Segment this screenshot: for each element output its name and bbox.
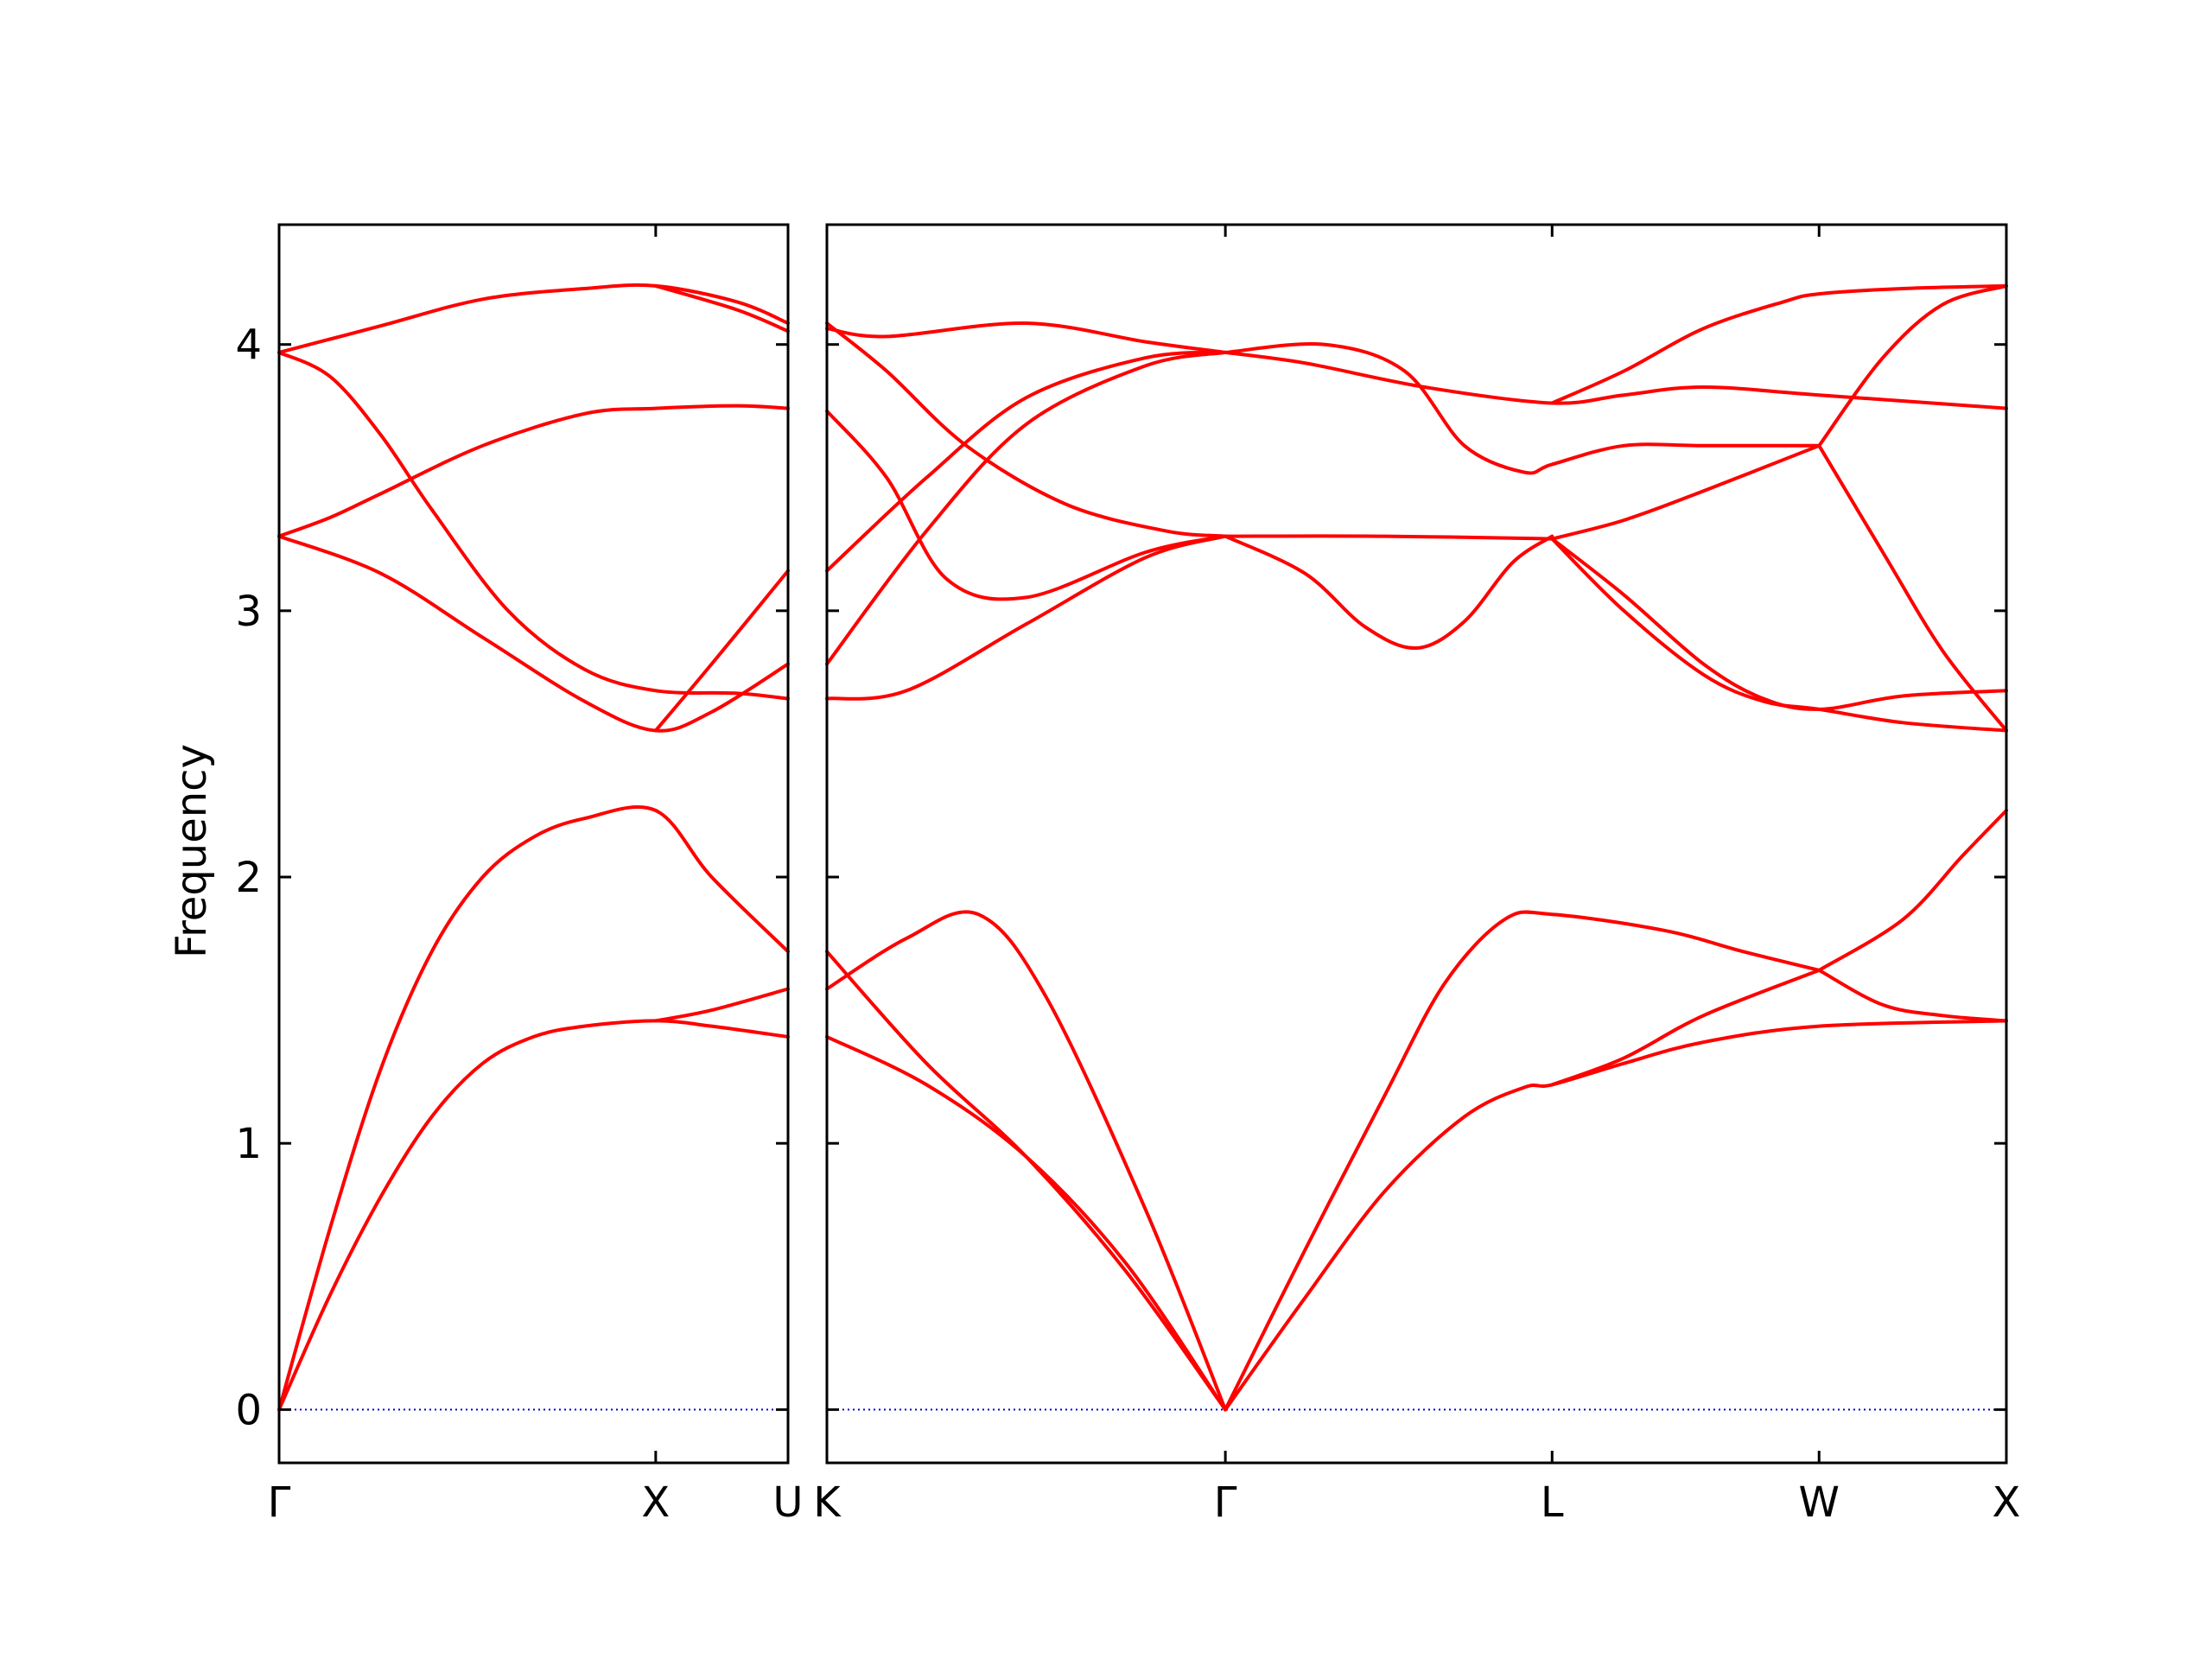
band-curve-1 bbox=[279, 1020, 788, 1409]
band-curve-10 bbox=[1225, 537, 1552, 648]
x-tick-label: Γ bbox=[1214, 1478, 1237, 1527]
band-curve-4 bbox=[827, 537, 1225, 699]
band-curve-7 bbox=[827, 353, 1225, 571]
band-curve-11 bbox=[1225, 536, 1552, 538]
x-tick-label: U bbox=[772, 1478, 803, 1527]
band-curve-1 bbox=[827, 1037, 1225, 1410]
band-curve-24 bbox=[1819, 286, 2006, 446]
band-curve-6 bbox=[279, 285, 788, 353]
band-curve-3 bbox=[827, 912, 1225, 1409]
band-curve-4 bbox=[279, 406, 788, 537]
y-tick-label: 4 bbox=[235, 321, 262, 370]
band-curve-21 bbox=[1819, 970, 2006, 1021]
x-tick-label: L bbox=[1541, 1478, 1564, 1527]
band-curve-19 bbox=[1552, 539, 2006, 731]
y-tick-label: 0 bbox=[235, 1386, 262, 1434]
band-curve-17 bbox=[1552, 446, 1819, 539]
band-curve-5 bbox=[827, 411, 1225, 600]
y-tick-label: 3 bbox=[235, 588, 262, 636]
x-tick-label: W bbox=[1799, 1478, 1840, 1527]
y-tick-label: 1 bbox=[235, 1120, 262, 1168]
band-curve-12 bbox=[1225, 912, 1819, 1409]
x-tick-label: X bbox=[641, 1478, 670, 1527]
band-curve-18 bbox=[1552, 539, 2006, 709]
band-curve-13 bbox=[1225, 1020, 2006, 1409]
band-curve-16 bbox=[1225, 353, 2006, 409]
band-curve-14 bbox=[1552, 970, 1819, 1085]
band-curve-5 bbox=[279, 353, 788, 699]
panel-1: 0 1 2 3 4 Γ X U bbox=[235, 225, 803, 1527]
plot-frame bbox=[279, 225, 788, 1463]
band-curve-23 bbox=[1819, 446, 2006, 731]
band-curve-20 bbox=[1552, 286, 2006, 404]
band-curve-9 bbox=[656, 286, 788, 331]
band-curve-22 bbox=[1819, 810, 2006, 970]
band-curve-7 bbox=[656, 989, 788, 1021]
y-tick-label: 2 bbox=[235, 854, 262, 902]
y-axis-label: Frequency bbox=[168, 744, 216, 958]
band-curve-2 bbox=[827, 951, 1225, 1409]
x-tick-label: X bbox=[1993, 1478, 2021, 1527]
x-tick-label: Γ bbox=[268, 1478, 291, 1527]
x-tick-label: K bbox=[813, 1478, 842, 1527]
band-curve-9 bbox=[827, 323, 1225, 353]
band-curve-2 bbox=[279, 807, 788, 1409]
